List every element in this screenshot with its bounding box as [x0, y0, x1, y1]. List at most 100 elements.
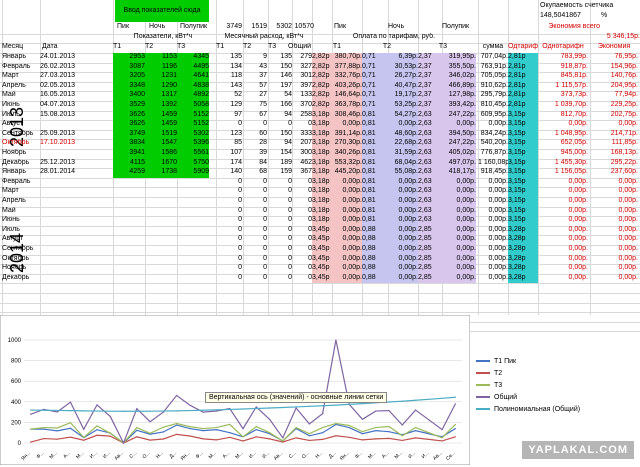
table-cell-t3[interactable]: 5750 — [177, 158, 209, 169]
table-cell-t3[interactable]: 5561 — [177, 149, 209, 159]
table-cell-d[interactable]: 02.05.2013 — [40, 81, 76, 89]
table-cell-t1[interactable] — [113, 274, 145, 284]
table-cell-t2[interactable] — [145, 216, 177, 226]
table-cell-d[interactable] — [40, 255, 112, 265]
table-cell-t3[interactable]: 5058 — [177, 101, 209, 111]
table-cell-t2[interactable] — [145, 235, 177, 245]
table-cell-t2[interactable] — [145, 245, 177, 255]
table-cell-t3[interactable]: 4345 — [177, 53, 209, 63]
table-cell-d[interactable] — [40, 235, 112, 245]
table-cell-t1[interactable]: 3348 — [113, 81, 145, 92]
table-cell-t1[interactable] — [113, 178, 145, 188]
table-cell-t1[interactable] — [113, 235, 145, 245]
table-cell-t3[interactable] — [177, 216, 209, 226]
table-cell-t3[interactable]: 4892 — [177, 91, 209, 101]
table-cell-d[interactable]: 16.05.2013 — [40, 91, 76, 99]
table-cell-g: 0 — [308, 225, 312, 233]
table-cell-t1[interactable]: 3834 — [113, 139, 145, 149]
table-cell-t2[interactable]: 1392 — [145, 101, 177, 111]
table-cell-d[interactable]: 26.02.2013 — [40, 62, 76, 70]
table-cell-t3[interactable] — [177, 245, 209, 255]
table-cell-t3[interactable] — [177, 274, 209, 284]
table-cell-t2[interactable]: 1738 — [145, 168, 177, 178]
table-cell-t2[interactable]: 1317 — [145, 91, 177, 101]
table-cell-p2b: 0,00р. — [388, 177, 418, 188]
table-cell-t2[interactable]: 1231 — [145, 72, 177, 82]
table-cell-t3[interactable] — [177, 187, 209, 197]
table-cell-t3[interactable]: 4641 — [177, 72, 209, 82]
table-cell-t3[interactable]: 5302 — [177, 129, 209, 140]
table-cell-d[interactable]: 17.10.2013 — [40, 139, 76, 147]
table-cell-d[interactable]: 15.08.2013 — [40, 110, 76, 118]
table-cell-t1[interactable] — [113, 264, 145, 274]
table-cell-t1[interactable]: 3626 — [113, 110, 145, 121]
table-cell-t1[interactable]: 3529 — [113, 101, 145, 111]
legend-label: T2 — [494, 369, 503, 377]
table-cell-d[interactable] — [40, 264, 112, 274]
table-cell-t1[interactable]: 4259 — [113, 168, 145, 178]
table-cell-t1[interactable] — [113, 255, 145, 265]
table-cell-t2[interactable]: 1586 — [145, 149, 177, 159]
table-cell-t1[interactable]: 3205 — [113, 72, 145, 82]
table-cell-r2: 0 — [263, 187, 267, 195]
table-cell-t3[interactable]: 5396 — [177, 139, 209, 149]
table-cell-d[interactable]: 25.12.2013 — [40, 158, 76, 166]
table-cell-t3[interactable]: 5909 — [177, 168, 209, 178]
table-cell-d[interactable]: 28.01.2014 — [40, 168, 76, 176]
table-cell-t1[interactable] — [113, 226, 145, 236]
table-cell-d[interactable] — [40, 149, 112, 159]
table-cell-d[interactable] — [40, 245, 112, 255]
table-cell-t2[interactable] — [145, 274, 177, 284]
table-cell-t2[interactable]: 1459 — [145, 120, 177, 130]
table-cell-t1[interactable] — [113, 245, 145, 255]
table-cell-t2[interactable]: 1519 — [145, 129, 177, 140]
table-cell-t2[interactable] — [145, 264, 177, 274]
table-cell-d[interactable] — [40, 178, 112, 188]
table-cell-t2[interactable]: 1459 — [145, 110, 177, 121]
table-cell-t2[interactable] — [145, 178, 177, 188]
table-cell-t2[interactable]: 1153 — [145, 53, 177, 63]
table-cell-d[interactable] — [40, 274, 112, 284]
table-cell-t2[interactable] — [145, 187, 177, 197]
table-cell-t1[interactable] — [113, 197, 145, 207]
table-cell-d[interactable] — [40, 120, 112, 130]
table-cell-t3[interactable] — [177, 207, 209, 217]
table-cell-t3[interactable]: 5152 — [177, 120, 209, 130]
table-cell-t2[interactable] — [145, 197, 177, 207]
table-cell-t1[interactable]: 3400 — [113, 91, 145, 101]
table-cell-t1[interactable]: 4115 — [113, 158, 145, 169]
table-cell-t2[interactable]: 1196 — [145, 62, 177, 73]
table-cell-d[interactable]: 04.07.2013 — [40, 101, 76, 108]
table-cell-t1[interactable]: 3087 — [113, 62, 145, 73]
table-cell-t1[interactable] — [113, 207, 145, 217]
table-cell-d[interactable]: 27.03.2013 — [40, 72, 76, 80]
table-cell-t2[interactable] — [145, 207, 177, 217]
table-cell-t1[interactable]: 3626 — [113, 120, 145, 130]
table-cell-d[interactable] — [40, 216, 112, 226]
table-cell-d[interactable]: 24.01.2013 — [40, 53, 76, 60]
table-cell-t3[interactable]: 4495 — [177, 62, 209, 73]
table-cell-t3[interactable] — [177, 255, 209, 265]
table-cell-t3[interactable] — [177, 178, 209, 188]
table-cell-t1[interactable]: 3941 — [113, 149, 145, 159]
table-cell-t3[interactable]: 4838 — [177, 81, 209, 92]
table-cell-t3[interactable]: 5152 — [177, 110, 209, 121]
table-cell-d[interactable] — [40, 226, 112, 236]
table-cell-t3[interactable] — [177, 197, 209, 207]
table-cell-t3[interactable] — [177, 226, 209, 236]
table-cell-d[interactable] — [40, 207, 112, 217]
table-cell-t1[interactable]: 2953 — [113, 53, 145, 63]
table-cell-d[interactable]: 25.09.2013 — [40, 129, 76, 137]
table-cell-t1[interactable]: 3749 — [113, 129, 145, 140]
table-cell-t2[interactable] — [145, 255, 177, 265]
table-cell-d[interactable] — [40, 187, 112, 197]
table-cell-t1[interactable] — [113, 187, 145, 197]
table-cell-d[interactable] — [40, 197, 112, 207]
table-cell-t3[interactable] — [177, 264, 209, 274]
table-cell-t3[interactable] — [177, 235, 209, 245]
table-cell-t2[interactable] — [145, 226, 177, 236]
table-cell-t1[interactable] — [113, 216, 145, 226]
table-cell-t2[interactable]: 1290 — [145, 81, 177, 92]
table-cell-t2[interactable]: 1670 — [145, 158, 177, 169]
table-cell-t2[interactable]: 1547 — [145, 139, 177, 149]
